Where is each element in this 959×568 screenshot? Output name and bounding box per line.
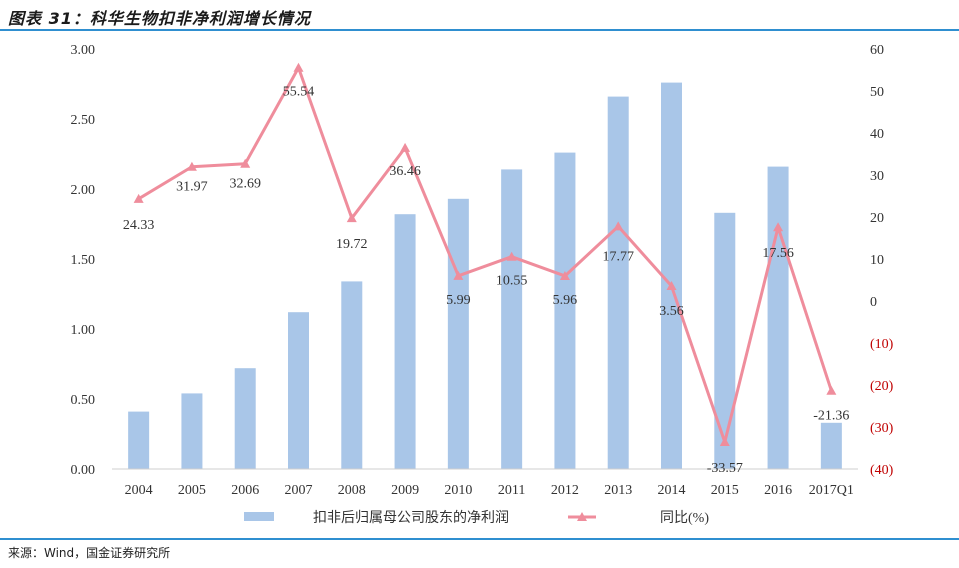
yoy-data-label: 31.97 [176,180,208,195]
yoy-data-label: 10.55 [496,274,528,289]
bar [714,212,736,470]
y-right-tick-label: 50 [870,85,884,100]
bar [128,411,150,469]
yoy-marker [346,213,357,223]
x-tick-label: 2009 [391,483,419,498]
yoy-data-label: 36.46 [389,164,421,179]
yoy-line [137,66,833,444]
bar [288,312,309,469]
legend-line-label: 同比(%) [660,510,709,526]
y-right-tick-label: (40) [870,463,894,478]
yoy-data-label: 5.96 [553,293,578,308]
yoy-data-label: 5.99 [446,293,471,308]
y-left-tick-label: 3.00 [71,43,96,58]
yoy-marker [666,281,677,291]
y-right-tick-label: 60 [870,43,884,58]
yoy-data-label: 32.69 [229,177,261,192]
legend-bar-label: 扣非后归属母公司股东的净利润 [313,509,509,526]
legend-bar-swatch [244,512,274,521]
y-right-tick-label: 20 [870,211,884,226]
y-right-tick-label: 30 [870,169,884,184]
yoy-marker [559,270,570,280]
y-right-tick-label: 10 [870,253,884,268]
yoy-marker [613,221,624,231]
yoy-marker [773,222,784,232]
source-note: 来源：Wind，国金证券研究所 [8,546,171,560]
y-right-tick-label: (10) [870,337,894,352]
bar [447,198,469,470]
yoy-data-label: 55.54 [283,85,315,100]
bar [341,281,363,469]
yoy-marker [506,251,517,261]
yoy-data-label: 17.77 [602,249,634,264]
bar [234,368,256,469]
y-left-tick-label: 1.50 [71,253,96,268]
y-right-tick-label: 0 [870,295,877,310]
bar [501,169,523,469]
x-tick-label: 2015 [711,483,739,498]
yoy-data-label: -21.36 [813,409,849,424]
yoy-data-label: 24.33 [123,218,155,233]
chart-title: 图表 31：科华生物扣非净利润增长情况 [8,9,311,28]
x-tick-label: 2007 [285,483,313,498]
title-bar: 图表 31：科华生物扣非净利润增长情况 [0,0,959,31]
y-left-tick-label: 1.00 [71,323,96,338]
x-tick-label: 2004 [125,483,153,498]
yoy-data-label: -33.57 [707,461,743,476]
bar [820,422,842,469]
yoy-data-label: 3.56 [659,304,684,319]
yoy-data-label: 19.72 [336,237,368,252]
yoy-marker [186,161,197,171]
yoy-marker [719,436,730,446]
x-tick-label: 2012 [551,483,579,498]
chart: 0.00 0.50 1.00 1.50 2.00 2.50 3.00 (40) (30) (20)… [71,43,894,526]
x-tick-label: 2017Q1 [809,483,854,498]
yoy-marker [293,62,304,72]
yoy-marker [240,158,251,168]
y-right-tick-label: 40 [870,127,884,142]
y-right-tick-label: (30) [870,421,894,436]
bar [607,96,629,469]
x-tick-label: 2010 [444,483,472,498]
yoy-data-label: 17.56 [762,246,794,261]
y-left-tick-label: 0.50 [71,393,96,408]
yoy-marker [453,270,464,280]
y-left-tick-label: 2.00 [71,183,96,198]
y-right-tick-label: (20) [870,379,894,394]
footer-divider [0,538,959,540]
x-tick-label: 2014 [658,483,686,498]
yoy-marker [133,193,144,203]
bar [767,166,789,469]
y-left-tick-label: 0.00 [71,463,96,478]
bar [181,393,203,469]
yoy-marker [400,142,411,152]
bar [554,152,576,469]
bar [394,214,416,469]
bar [661,82,682,469]
x-tick-label: 2006 [231,483,259,498]
x-tick-label: 2013 [604,483,632,498]
legend-line-marker [577,512,587,521]
yoy-marker [826,385,837,395]
x-tick-label: 2008 [338,483,366,498]
x-tick-label: 2016 [764,483,792,498]
x-tick-label: 2011 [498,483,525,498]
y-left-tick-label: 2.50 [71,113,96,128]
x-tick-label: 2005 [178,483,206,498]
